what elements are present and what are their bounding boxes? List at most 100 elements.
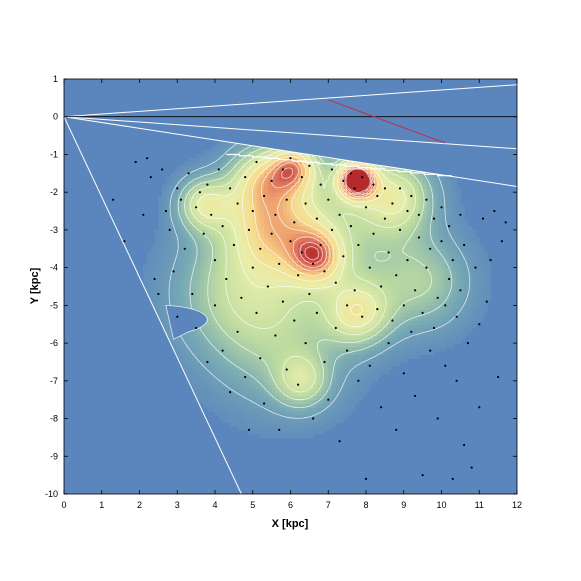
heat-cell <box>199 271 205 276</box>
heat-cell <box>162 297 167 303</box>
heat-cell <box>230 203 235 208</box>
heat-cell <box>384 222 390 227</box>
heat-cell <box>305 309 310 314</box>
heat-cell <box>305 165 310 171</box>
heat-cell <box>324 237 329 242</box>
heat-cell <box>169 245 175 250</box>
heat-cell <box>211 324 216 329</box>
heat-cell <box>215 195 220 201</box>
heat-cell <box>332 218 337 223</box>
heat-cell <box>215 358 220 363</box>
heat-cell <box>290 195 295 201</box>
heat-cell <box>339 312 344 318</box>
heat-cell <box>369 260 375 265</box>
heat-cell <box>169 331 175 337</box>
heat-cell <box>260 177 265 182</box>
heat-cell <box>313 226 318 231</box>
heat-cell <box>354 346 360 352</box>
heat-cell <box>226 263 231 269</box>
heat-cell <box>260 207 265 212</box>
heat-cell <box>328 320 333 325</box>
heat-cell <box>301 380 307 386</box>
heat-cell <box>226 143 231 148</box>
heat-cell <box>316 380 322 386</box>
heat-cell <box>324 358 329 363</box>
heat-cell <box>301 263 307 269</box>
heat-cell <box>275 180 280 186</box>
heat-cell <box>256 312 261 318</box>
heat-cell <box>256 384 261 389</box>
heat-cell <box>286 226 292 231</box>
heat-cell <box>203 395 209 401</box>
heat-cell <box>184 195 190 201</box>
heat-cell <box>290 297 295 303</box>
heat-cell <box>354 392 360 397</box>
heat-cell <box>215 214 220 220</box>
heat-cell <box>403 184 409 190</box>
heat-cell <box>294 154 299 159</box>
heat-cell <box>256 426 261 431</box>
heat-cell <box>320 252 326 257</box>
heat-cell <box>211 286 216 291</box>
heat-cell <box>260 275 265 280</box>
heat-cell <box>316 275 322 280</box>
heat-cell <box>207 286 212 291</box>
heat-cell <box>369 331 375 337</box>
heat-cell <box>332 263 337 269</box>
heat-cell <box>248 320 254 325</box>
heat-cell <box>241 282 246 288</box>
heat-cell <box>264 184 269 190</box>
heat-cell <box>207 373 212 378</box>
heat-cell <box>347 324 352 329</box>
heat-cell <box>298 305 303 310</box>
heat-cell <box>347 245 352 250</box>
heat-cell <box>282 403 288 408</box>
heat-cell <box>199 260 205 265</box>
heat-cell <box>320 263 326 269</box>
heat-cell <box>294 346 299 352</box>
heat-cell <box>169 184 175 190</box>
heat-cell <box>218 354 224 359</box>
heat-cell <box>267 177 273 182</box>
heat-cell <box>248 418 254 423</box>
heat-cell <box>320 229 326 235</box>
heat-cell <box>245 301 250 306</box>
heat-cell <box>256 211 261 216</box>
heat-cell <box>313 263 318 269</box>
heat-cell <box>264 260 269 265</box>
heat-cell <box>388 312 394 318</box>
heat-cell <box>305 426 310 431</box>
heat-cell <box>252 267 258 273</box>
heat-cell <box>275 418 280 423</box>
heat-cell <box>162 199 167 205</box>
heat-cell <box>279 433 284 439</box>
heat-cell <box>347 199 352 205</box>
heat-cell <box>309 388 314 393</box>
heat-cell <box>403 294 409 299</box>
heat-cell <box>267 278 273 284</box>
heat-cell <box>366 335 371 340</box>
heat-cell <box>256 169 261 174</box>
heat-cell <box>275 286 280 291</box>
heat-cell <box>271 395 276 401</box>
heat-cell <box>305 271 310 276</box>
heat-cell <box>290 429 295 435</box>
heat-cell <box>339 233 344 239</box>
heat-cell <box>305 256 310 261</box>
heat-cell <box>196 384 201 389</box>
heat-cell <box>233 331 239 337</box>
heat-cell <box>282 218 288 223</box>
heat-cell <box>328 422 333 427</box>
heat-cell <box>211 331 216 337</box>
heat-cell <box>215 199 220 205</box>
heat-cell <box>305 233 310 239</box>
heat-cell <box>354 252 360 257</box>
heat-cell <box>324 233 329 239</box>
heat-cell <box>350 373 356 378</box>
heat-cell <box>381 365 386 371</box>
heat-cell <box>290 218 295 223</box>
heat-cell <box>215 278 220 284</box>
heat-cell <box>264 312 269 318</box>
heat-cell <box>211 263 216 269</box>
heat-cell <box>316 384 322 389</box>
